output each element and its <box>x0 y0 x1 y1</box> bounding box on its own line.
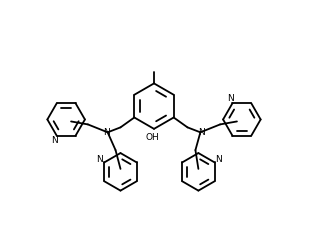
Text: OH: OH <box>145 133 159 142</box>
Text: N: N <box>216 155 222 165</box>
Text: N: N <box>97 155 103 165</box>
Text: N: N <box>51 135 58 145</box>
Text: N: N <box>226 95 233 103</box>
Text: N: N <box>198 128 205 137</box>
Text: N: N <box>103 128 110 137</box>
